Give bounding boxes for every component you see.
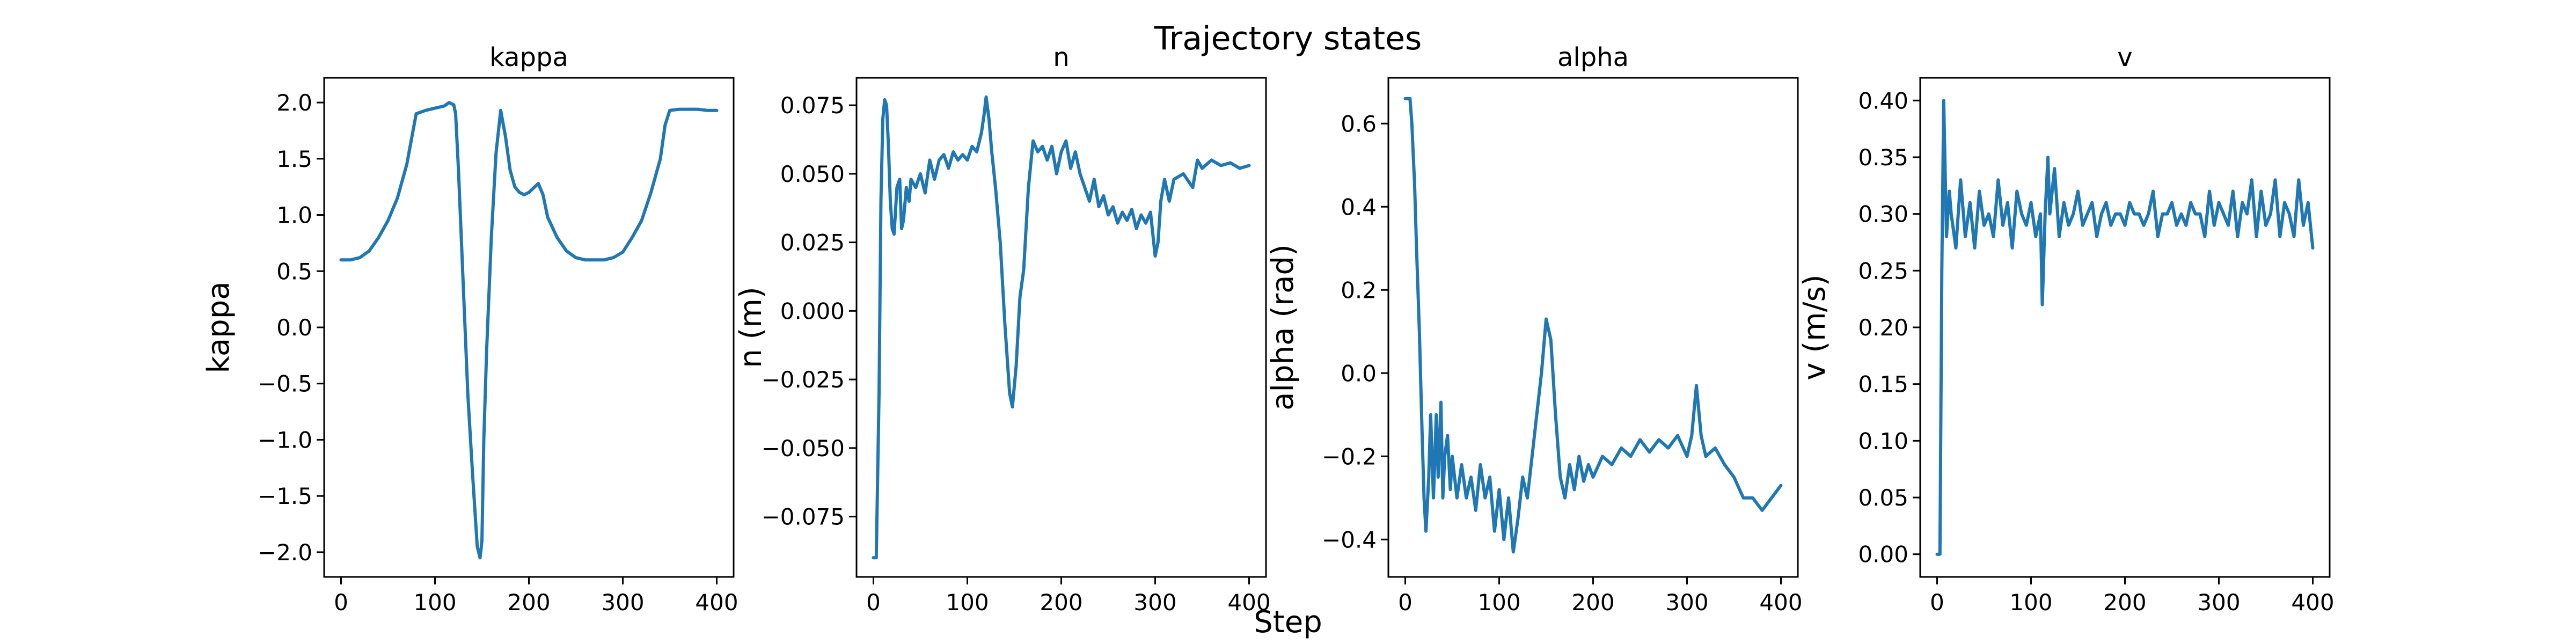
shared-x-axis-label: Step: [1254, 605, 1322, 640]
x-tick-label: 200: [1040, 589, 1082, 616]
x-tick-label: 300: [1665, 589, 1708, 616]
x-tick-label: 300: [601, 589, 644, 616]
n-chart: 0 100 200 300 400 −0.075 −0.050 −0.025 0.000 0.02…: [734, 42, 1271, 616]
kappa-chart: 0 100 200 300 400 −2.0 −1.5 −1.0 −0.5 0.0 0.5 1.0 1.…: [201, 42, 738, 616]
y-tick-label: 0.050: [780, 161, 845, 187]
x-tick-label: 100: [413, 589, 456, 616]
series-line: [1403, 97, 1783, 554]
x-tick-label: 300: [1133, 589, 1176, 616]
y-tick-label: −2.0: [258, 539, 312, 566]
series-line: [339, 101, 719, 560]
y-tick-label: 0.075: [780, 92, 845, 119]
x-tick-label: 200: [507, 589, 550, 616]
x-tick-label: 200: [2103, 589, 2146, 616]
series-line: [872, 95, 1251, 560]
y-tick-label: 0.2: [1341, 277, 1377, 303]
x-tick-label: 0: [334, 589, 348, 616]
y-tick-label: 0.4: [1341, 194, 1377, 220]
y-tick-label: −0.075: [762, 504, 845, 530]
y-axis-label: n (m): [734, 287, 769, 368]
axes-frame: [1919, 77, 2331, 578]
figure-title: Trajectory states: [1154, 20, 1422, 57]
x-tick-label: 0: [866, 589, 881, 616]
y-tick-label: 0.5: [276, 258, 312, 284]
y-tick-label: 0.000: [780, 298, 845, 324]
y-tick-label: −0.050: [762, 435, 845, 462]
axes-frame: [1387, 77, 1799, 578]
y-tick-label: −0.4: [1322, 526, 1377, 553]
x-tick-label: 100: [1477, 589, 1520, 616]
y-tick-label: −1.0: [258, 427, 312, 453]
x-tick-label: 400: [695, 589, 738, 616]
subplot-title: n: [1053, 42, 1069, 72]
subplot-title: v: [2117, 42, 2132, 72]
x-tick-label: 0: [1930, 589, 1944, 616]
axes-frame: [323, 77, 735, 578]
y-tick-label: 1.5: [276, 146, 312, 172]
subplot-title: alpha: [1557, 42, 1629, 72]
y-tick-label: 0.0: [1341, 360, 1377, 386]
y-tick-label: 0.20: [1858, 314, 1908, 341]
y-tick-label: 2.0: [276, 90, 312, 116]
x-tick-label: 100: [946, 589, 989, 616]
x-tick-label: 400: [2291, 589, 2334, 616]
y-tick-label: 0.025: [780, 230, 845, 256]
series-line: [1935, 99, 2315, 556]
y-tick-label: −0.2: [1322, 443, 1377, 470]
y-tick-label: 0.0: [276, 314, 312, 341]
y-tick-label: −1.5: [258, 483, 312, 509]
y-tick-label: 0.05: [1858, 485, 1908, 511]
x-tick-label: 400: [1759, 589, 1802, 616]
x-tick-label: 100: [2009, 589, 2052, 616]
y-tick-label: 0.40: [1858, 87, 1908, 114]
y-axis-label: kappa: [201, 281, 236, 373]
y-axis-label: alpha (rad): [1265, 244, 1300, 411]
x-tick-label: 200: [1571, 589, 1614, 616]
y-tick-label: 1.0: [276, 202, 312, 229]
alpha-chart: 0 100 200 300 400 −0.4 −0.2 0.0 0.2 0.4 0.6 alpha al…: [1265, 42, 1803, 616]
y-tick-label: 0.30: [1858, 201, 1908, 228]
x-tick-label: 0: [1398, 589, 1413, 616]
y-tick-label: 0.25: [1858, 258, 1908, 284]
y-tick-label: 0.6: [1341, 111, 1377, 137]
y-tick-label: 0.35: [1858, 144, 1908, 171]
y-tick-label: 0.10: [1858, 428, 1908, 454]
y-tick-label: 0.00: [1858, 541, 1908, 568]
y-axis-label: v (m/s): [1797, 274, 1832, 380]
x-tick-label: 300: [2197, 589, 2240, 616]
x-tick-label: 400: [1227, 589, 1270, 616]
subplot-title: kappa: [489, 42, 568, 72]
v-chart: 0 100 200 300 400 0.00 0.05 0.10 0.15 0.20 0.25 0.3…: [1797, 42, 2334, 616]
y-tick-label: −0.025: [762, 367, 845, 393]
y-tick-label: −0.5: [258, 371, 312, 397]
y-tick-label: 0.15: [1858, 371, 1908, 398]
